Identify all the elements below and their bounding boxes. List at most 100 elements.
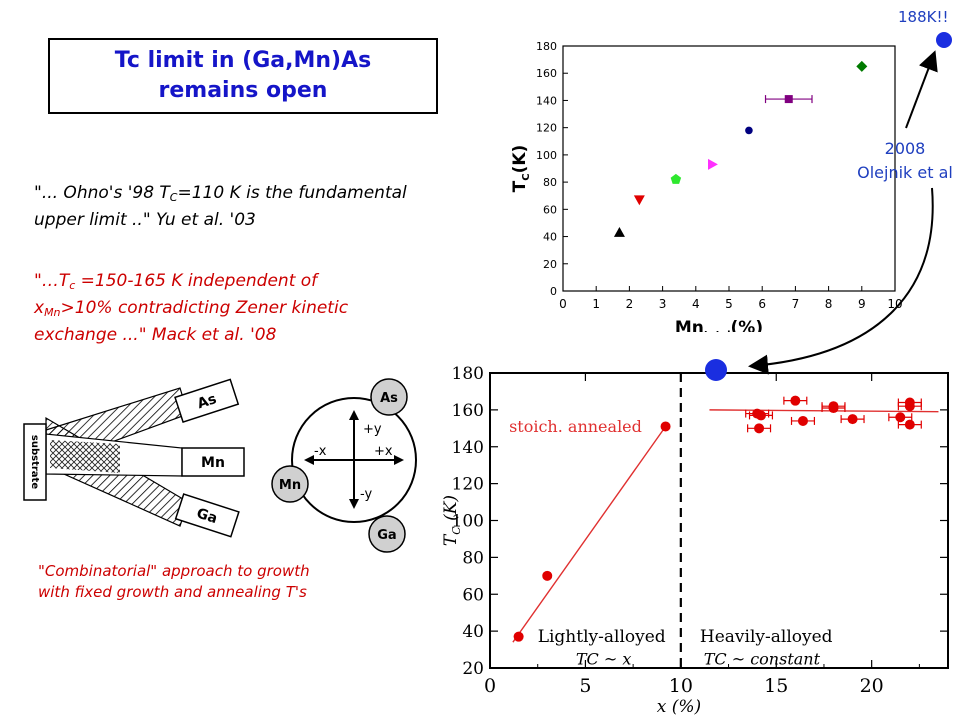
big-plot-point xyxy=(790,395,801,406)
caption-line-1: "Combinatorial" approach to growth xyxy=(38,562,310,580)
record-188k-label: 188K!! xyxy=(898,8,949,26)
big-plot-ylabel: TC (K) xyxy=(441,495,463,546)
small-plot-ytick-label: 100 xyxy=(536,149,557,162)
small-plot-ytick-label: 160 xyxy=(536,67,557,80)
big-plot-xtick-label: 20 xyxy=(860,675,884,697)
big-plot-point xyxy=(754,423,765,434)
olejnik-author: Olejnik et al xyxy=(857,163,953,182)
small-plot-xtick-label: 10 xyxy=(887,297,902,311)
big-plot-ytick-label: 140 xyxy=(452,438,484,458)
tc-vs-x-large-plot: 0 5 10 15 20 20 40 60 80 100 120 140 160 180 x (%) TC (… xyxy=(441,364,949,717)
small-plot-xtick-label: 1 xyxy=(592,297,600,311)
small-plot-xlabel: Mntotal(%) xyxy=(675,318,763,332)
mack-quote-line-3: exchange ..." Mack et al. '08 xyxy=(34,325,277,345)
title-box: Tc limit in (Ga,Mn)As remains open xyxy=(48,38,438,114)
ga-atom xyxy=(368,515,406,553)
big-plot-point xyxy=(755,410,766,421)
as-atom xyxy=(370,378,408,416)
ga-source xyxy=(174,493,240,538)
as-source-label: As xyxy=(195,391,218,412)
big-plot-annotation-tc-x: TC ~ x xyxy=(576,649,632,668)
big-plot-xtick-label: 0 xyxy=(484,675,496,697)
big-plot-xtick-label: 15 xyxy=(764,675,788,697)
big-plot-xlabel: x (%) xyxy=(657,697,701,717)
big-plot-ytick-label: 160 xyxy=(452,401,484,421)
as-source xyxy=(174,378,240,424)
title-line-1: Tc limit in (Ga,Mn)As xyxy=(114,48,372,73)
small-plot-xtick-label: 3 xyxy=(659,297,667,311)
small-plot-point xyxy=(856,60,868,72)
small-plot-xtick-label: 4 xyxy=(692,297,700,311)
small-plot-xtick-label: 7 xyxy=(792,297,800,311)
title-line-2: remains open xyxy=(158,78,328,103)
axis-minus-x: -x xyxy=(314,444,327,459)
small-plot-point xyxy=(708,158,718,170)
small-plot-ytick-label: 140 xyxy=(536,94,557,107)
small-plot-ytick-label: 120 xyxy=(536,122,557,135)
small-plot-ytick-label: 20 xyxy=(543,258,557,271)
tc-vs-mn-small-plot: 012345678910020406080100120140160180Mnto… xyxy=(510,40,903,332)
ga-source-label: Ga xyxy=(195,505,220,527)
small-plot-ytick-label: 60 xyxy=(543,203,557,216)
mn-source xyxy=(181,447,245,477)
big-plot-annotation-heavily: Heavily-alloyed xyxy=(700,627,833,647)
yu-quote: "... Ohno's '98 TC=110 K is the fundamen… xyxy=(34,182,504,232)
substrate-block xyxy=(23,423,47,501)
big-plot-point xyxy=(895,412,906,423)
big-plot-point xyxy=(797,415,808,426)
big-plot-xtick-label: 10 xyxy=(669,675,693,697)
mn-atom xyxy=(271,465,309,503)
mack-quote-line-1: "…Tc =150-165 K independent of xyxy=(34,271,318,292)
big-plot-point xyxy=(847,414,858,425)
big-plot-annotation-tc-const: TC ~ constant xyxy=(704,649,821,668)
big-plot-ytick-label: 20 xyxy=(462,659,484,679)
arrow-to-188k xyxy=(905,50,938,129)
small-plot-ytick-label: 180 xyxy=(536,40,557,53)
small-plot-xtick-label: 0 xyxy=(559,297,567,311)
big-plot-ytick-label: 40 xyxy=(462,622,484,642)
small-plot-ylabel: TC(K) xyxy=(510,145,532,193)
big-plot-point xyxy=(513,631,524,642)
small-plot-xtick-label: 2 xyxy=(626,297,634,311)
olejnik-year: 2008 xyxy=(884,139,926,158)
yu-quote-line-2: upper limit .." Yu et al. '03 xyxy=(34,210,256,230)
big-plot-ytick-label: 100 xyxy=(452,512,484,532)
small-plot-point xyxy=(784,95,793,104)
small-plot-xtick-label: 9 xyxy=(858,297,866,311)
combinatorial-caption: "Combinatorial" approach to growth with … xyxy=(38,561,398,603)
big-plot-annotation-lightly: Lightly-alloyed xyxy=(538,627,666,647)
substrate-label: substrate xyxy=(29,435,40,489)
big-plot-point xyxy=(542,570,553,581)
small-plot-frame xyxy=(562,45,896,292)
small-plot-xtick-label: 6 xyxy=(758,297,766,311)
mn-source-label: Mn xyxy=(201,455,225,471)
big-plot-frame xyxy=(489,372,949,669)
small-plot-ytick-label: 0 xyxy=(550,285,557,298)
small-plot-xtick-label: 5 xyxy=(725,297,733,311)
small-plot-point xyxy=(670,173,682,184)
small-plot-ytick-label: 80 xyxy=(543,176,557,189)
olejnik-annotation: 2008 Olejnik et al xyxy=(855,137,955,185)
big-plot-fit-line xyxy=(512,426,667,643)
small-plot-xtick-label: 8 xyxy=(825,297,833,311)
mn-atom-label: Mn xyxy=(279,478,301,493)
axis-plus-x: +x xyxy=(374,444,393,459)
big-plot-ytick-label: 80 xyxy=(462,548,484,568)
mack-quote-line-2: xMn>10% contradicting Zener kinetic xyxy=(34,298,349,319)
mack-quote: "…Tc =150-165 K independent of xMn>10% c… xyxy=(34,270,434,347)
big-plot-fit-line xyxy=(709,409,939,413)
big-plot-xtick-label: 5 xyxy=(579,675,591,697)
big-plot-point xyxy=(660,421,671,432)
axis-minus-y: -y xyxy=(360,487,372,502)
big-plot-ytick-label: 120 xyxy=(452,475,484,495)
small-plot-point xyxy=(633,195,645,206)
record-188k-dot xyxy=(936,32,952,48)
big-plot-ytick-label: 180 xyxy=(452,364,484,384)
big-plot-ytick-label: 60 xyxy=(462,585,484,605)
wafer-diagram: +y -y -x +x As Mn Ga xyxy=(271,378,417,553)
axis-plus-y: +y xyxy=(363,422,382,437)
as-atom-label: As xyxy=(380,391,398,406)
yu-quote-line-1: "... Ohno's '98 TC=110 K is the fundamen… xyxy=(34,183,407,204)
caption-line-2: with fixed growth and annealing T's xyxy=(38,583,307,601)
small-plot-point xyxy=(613,226,625,237)
